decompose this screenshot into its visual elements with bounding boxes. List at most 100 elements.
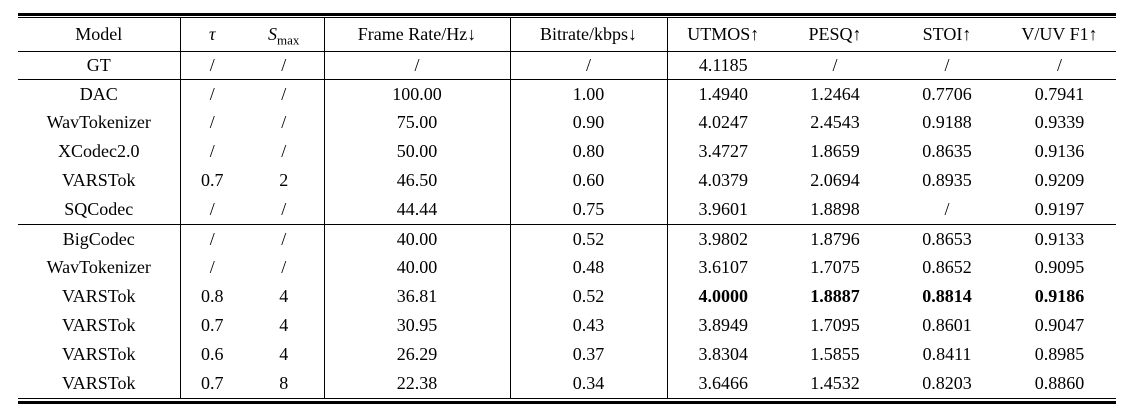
table-row: SQCodec / / 44.44 0.75 3.9601 1.8898 / 0… xyxy=(18,195,1116,225)
cell-smax: / xyxy=(244,253,325,283)
cell-frame-rate: 46.50 xyxy=(324,166,511,196)
col-header-frame-rate: Frame Rate/Hz↓ xyxy=(324,18,511,52)
cell-model: VARSTok xyxy=(18,166,181,196)
cell-stoi: 0.7706 xyxy=(922,83,972,104)
cell-tau: 0.8 xyxy=(201,286,224,307)
cell-tau: / xyxy=(209,54,215,75)
table-top-rule-thick xyxy=(18,13,1116,16)
table-top-rule-thin xyxy=(18,17,1116,19)
cell-bitrate: 0.52 xyxy=(510,282,668,312)
table-row-best: VARSTok 0.8 4 36.81 0.52 4.0000 1.8887 0… xyxy=(18,282,1116,312)
cell-vuv-f1: 0.8860 xyxy=(1034,373,1085,394)
cell-tau: / xyxy=(209,83,215,104)
table-row: VARSTok 0.6 4 26.29 0.37 3.8304 1.5855 0… xyxy=(18,340,1116,370)
col-header-stoi: STOI↑ xyxy=(922,24,972,45)
cell-model: VARSTok xyxy=(18,311,181,341)
cell-pesq: 1.8659 xyxy=(810,141,860,162)
cell-bitrate: 0.90 xyxy=(510,108,668,138)
cell-frame-rate: 75.00 xyxy=(324,108,511,138)
cell-smax: 8 xyxy=(244,369,325,399)
cell-tau: / xyxy=(209,112,215,133)
table-bottom-rule-thin xyxy=(18,398,1116,400)
cell-smax: 4 xyxy=(244,311,325,341)
cell-frame-rate: 40.00 xyxy=(324,253,511,283)
cell-tau: 0.7 xyxy=(201,373,224,394)
cell-bitrate: / xyxy=(510,51,668,80)
col-header-tau: τ xyxy=(180,18,244,51)
cell-tau: / xyxy=(209,257,215,278)
cell-bitrate: 0.80 xyxy=(510,137,668,167)
cell-frame-rate: 22.38 xyxy=(324,369,511,399)
cell-utmos: 4.1185 xyxy=(698,54,748,75)
col-header-vuv-f1: V/UV F1↑ xyxy=(1021,24,1098,45)
cell-stoi: 0.9188 xyxy=(922,112,972,133)
table-row: BigCodec / / 40.00 0.52 3.9802 1.8796 0.… xyxy=(18,224,1116,254)
cell-stoi: / xyxy=(944,54,950,75)
cell-smax: / xyxy=(244,79,325,109)
cell-vuv-f1: 0.7941 xyxy=(1034,83,1085,104)
cell-bitrate: 1.00 xyxy=(510,79,668,109)
results-table-container: Model τ Smax Frame Rate/Hz↓ Bitrate/kbps… xyxy=(18,13,1116,404)
cell-frame-rate: 50.00 xyxy=(324,137,511,167)
table-row: XCodec2.0 / / 50.00 0.80 3.4727 1.8659 0… xyxy=(18,137,1116,167)
col-header-model: Model xyxy=(18,18,181,52)
cell-pesq: 1.8898 xyxy=(810,199,860,220)
smax-symbol: S xyxy=(268,24,278,45)
cell-utmos: 1.4940 xyxy=(698,83,749,104)
cell-vuv-f1: 0.9209 xyxy=(1034,170,1085,191)
cell-model: GT xyxy=(18,51,181,80)
cell-smax: 4 xyxy=(244,340,325,370)
cell-smax: / xyxy=(244,51,325,80)
cell-pesq: 2.0694 xyxy=(810,170,860,191)
cell-stoi: / xyxy=(944,199,950,220)
cell-model: XCodec2.0 xyxy=(18,137,181,167)
cell-smax: 4 xyxy=(244,282,325,312)
cell-vuv-f1: 0.9339 xyxy=(1034,112,1085,133)
cell-utmos: 3.8949 xyxy=(698,315,749,336)
table-row: DAC / / 100.00 1.00 1.4940 1.2464 0.7706… xyxy=(18,79,1116,109)
cell-smax: / xyxy=(244,137,325,167)
cell-smax: 2 xyxy=(244,166,325,196)
cell-model: BigCodec xyxy=(18,224,181,254)
cell-vuv-f1: 0.9136 xyxy=(1034,141,1085,162)
cell-utmos: 3.8304 xyxy=(698,344,749,365)
cell-utmos: 3.6466 xyxy=(698,373,749,394)
cell-model: VARSTok xyxy=(18,369,181,399)
cell-stoi: 0.8935 xyxy=(922,170,972,191)
cell-stoi: 0.8411 xyxy=(922,344,972,365)
cell-bitrate: 0.75 xyxy=(510,195,668,225)
cell-utmos: 3.6107 xyxy=(698,257,749,278)
cell-pesq: 1.8887 xyxy=(810,286,860,307)
table-row: WavTokenizer / / 75.00 0.90 4.0247 2.454… xyxy=(18,108,1116,138)
cell-stoi: 0.8814 xyxy=(922,286,972,307)
cell-frame-rate: 36.81 xyxy=(324,282,511,312)
table-row: VARSTok 0.7 4 30.95 0.43 3.8949 1.7095 0… xyxy=(18,311,1116,341)
col-header-utmos: UTMOS↑ xyxy=(687,24,760,45)
smax-subscript: max xyxy=(277,32,300,48)
cell-smax: / xyxy=(244,108,325,138)
cell-smax: / xyxy=(244,224,325,254)
col-header-smax: Smax xyxy=(244,18,325,52)
cell-tau: 0.7 xyxy=(201,170,224,191)
cell-vuv-f1: 0.9133 xyxy=(1034,228,1085,249)
cell-stoi: 0.8601 xyxy=(922,315,972,336)
table-row-gt: GT / / / / 4.1185 / / / xyxy=(18,51,1116,80)
header-row: Model τ Smax Frame Rate/Hz↓ Bitrate/kbps… xyxy=(18,18,1116,52)
cell-tau: 0.6 xyxy=(201,344,224,365)
cell-bitrate: 0.60 xyxy=(510,166,668,196)
cell-utmos: 3.4727 xyxy=(698,141,749,162)
cell-pesq: 1.7095 xyxy=(810,315,860,336)
cell-pesq: 1.7075 xyxy=(810,257,860,278)
col-header-pesq: PESQ↑ xyxy=(808,24,862,45)
cell-bitrate: 0.37 xyxy=(510,340,668,370)
col-header-bitrate: Bitrate/kbps↓ xyxy=(510,18,668,52)
cell-utmos: 4.0000 xyxy=(698,286,749,307)
cell-vuv-f1: 0.8985 xyxy=(1034,344,1085,365)
cell-pesq: 2.4543 xyxy=(810,112,860,133)
table-row: VARSTok 0.7 8 22.38 0.34 3.6466 1.4532 0… xyxy=(18,369,1116,399)
cell-bitrate: 0.52 xyxy=(510,224,668,254)
cell-tau: / xyxy=(209,228,215,249)
cell-frame-rate: 40.00 xyxy=(324,224,511,254)
cell-stoi: 0.8652 xyxy=(922,257,972,278)
cell-tau: / xyxy=(209,141,215,162)
